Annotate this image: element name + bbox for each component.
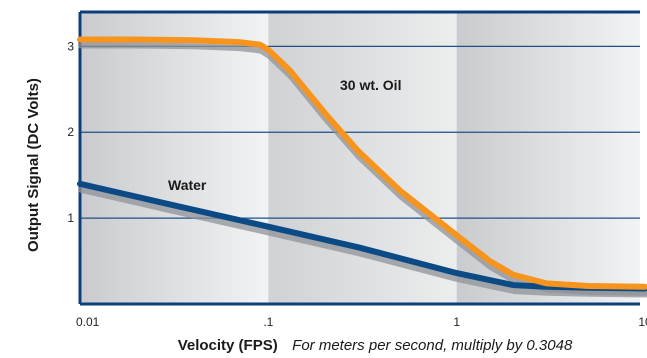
series-label-oil: 30 wt. Oil — [340, 77, 401, 93]
series-line-0 — [77, 36, 647, 290]
x-tick-label-3: 10 — [638, 315, 647, 329]
x-axis-title-group: Velocity (FPS) For meters per second, mu… — [178, 337, 573, 354]
decade-band-0 — [80, 12, 269, 304]
y-tick-label-2: 3 — [67, 39, 74, 53]
x-tick-label-2: 1 — [453, 315, 460, 329]
y-axis-title: Output Signal (DC Volts) — [25, 78, 42, 252]
x-axis-note: For meters per second, multiply by 0.304… — [292, 337, 573, 354]
series-lines — [77, 36, 647, 298]
x-tick-labels: 0.01 .1 1 10 — [76, 315, 647, 329]
plot-frame — [78, 10, 640, 306]
x-tick-label-0: 0.01 — [76, 315, 100, 329]
series-label-water: Water — [168, 177, 207, 193]
x-tick-label-1: .1 — [263, 315, 273, 329]
y-tick-labels: 1 2 3 — [67, 39, 74, 225]
y-tick-label-0: 1 — [67, 211, 74, 225]
y-tick-label-1: 2 — [67, 125, 74, 139]
x-axis-title: Velocity (FPS) — [178, 337, 278, 354]
